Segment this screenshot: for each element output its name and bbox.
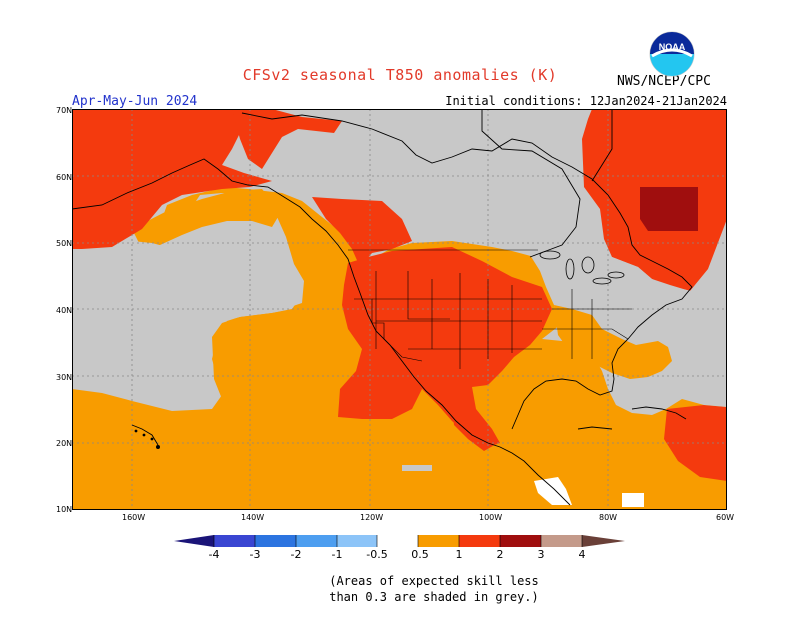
great-lakes [539,250,625,285]
low-skill-pocket-pacific [72,239,302,389]
lon-label-160w: 160W [122,513,146,522]
colorbar [174,535,625,547]
hawaii-islands [134,429,160,449]
lon-label-120w: 120W [360,513,384,522]
lon-label-140w: 140W [241,513,265,522]
colorbar-label-minus05: -0.5 [366,548,388,561]
lon-label-60w: 60W [716,513,735,522]
red-anomaly-alaska-coast [232,109,342,169]
colorbar-label-minus1: -1 [331,548,343,561]
skill-note-line2: than 0.3 are shaded in grey.) [329,590,539,604]
orange-anomaly-southeast [554,305,672,379]
darkred-anomaly-labrador [640,187,698,231]
red-anomaly-canada [312,197,412,267]
low-skill-region-east [530,239,727,415]
lat-label-60n: 60N [56,173,73,182]
colorbar-bin-05-1 [418,535,459,547]
anomaly-map [72,109,727,510]
orange-anomaly-centralpacific [212,309,312,407]
colorbar-bin-minus2-minus1 [296,535,337,547]
red-anomaly-us-mexico [338,247,552,449]
lon-label-80w: 80W [599,513,618,522]
colorbar-label-3: 3 [537,548,545,561]
map-frame [72,109,727,510]
colorbar-bin-minus1-minus05 [337,535,377,547]
initial-conditions-label: Initial conditions: 12Jan2024-21Jan2024 [445,94,727,108]
red-anomaly-mexico-south [452,405,498,451]
chart-title: CFSv2 seasonal T850 anomalies (K) [242,66,558,84]
colorbar-left-arrow [174,535,214,547]
colorbar-label-minus3: -3 [249,548,261,561]
colorbar-bin-minus4-minus3 [214,535,255,547]
noaa-logo: NOAA [649,31,695,77]
lat-label-10n: 10N [56,505,73,514]
lat-label-20n: 20N [56,439,73,448]
skill-note-line1: (Areas of expected skill less [329,574,539,588]
coastlines [72,109,693,506]
svg-text:NOAA: NOAA [659,42,686,52]
colorbar-label-minus4: -4 [208,548,220,561]
red-anomaly-alaska [72,109,272,249]
lon-label-100w: 100W [479,513,503,522]
season-label: Apr-May-Jun 2024 [72,94,198,109]
colorbar-label-4: 4 [578,548,586,561]
colorbar-bin-neutral [377,535,418,547]
orange-anomaly-northpacific [132,189,278,249]
colorbar-bin-2-3 [500,535,541,547]
lat-label-70n: 70N [56,106,73,115]
lat-label-40n: 40N [56,306,73,315]
colorbar-bin-1-2 [459,535,500,547]
colorbar-bin-3-4 [541,535,582,547]
colorbar-bin-minus3-minus2 [255,535,296,547]
colorbar-label-05: 0.5 [411,548,429,561]
state-borders [348,249,632,369]
lat-label-50n: 50N [56,239,73,248]
lat-label-30n: 30N [56,373,73,382]
agency-label: NWS/NCEP/CPC [617,74,711,89]
colorbar-label-1: 1 [455,548,463,561]
colorbar-label-minus2: -2 [290,548,302,561]
white-area-caribbean [622,493,644,507]
red-anomaly-atlantic [664,405,727,481]
colorbar-label-2: 2 [496,548,504,561]
colorbar-right-arrow [582,535,625,547]
